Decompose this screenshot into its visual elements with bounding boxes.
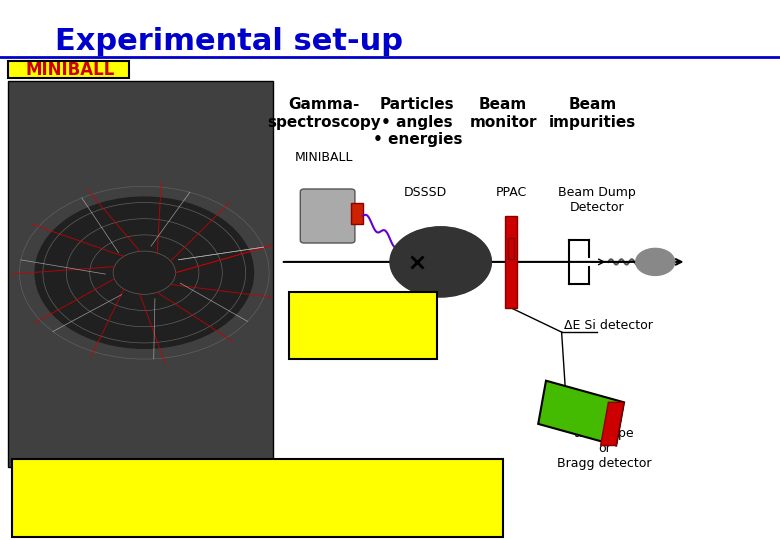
Polygon shape bbox=[601, 402, 624, 446]
FancyBboxPatch shape bbox=[12, 459, 503, 537]
Circle shape bbox=[431, 255, 450, 268]
Text: Beam Dump
Detector: Beam Dump Detector bbox=[558, 186, 636, 214]
Text: • Isobaric beam contaminants: • Isobaric beam contaminants bbox=[31, 509, 257, 522]
Text: DSSSD: DSSSD bbox=[403, 186, 447, 199]
FancyBboxPatch shape bbox=[289, 292, 437, 359]
Text: Beam
monitor: Beam monitor bbox=[470, 97, 537, 130]
Text: • Gamma – particle coincidences: • Gamma – particle coincidences bbox=[31, 490, 275, 503]
Text: MINIBALL: MINIBALL bbox=[26, 60, 115, 79]
Text: ΔE Si detector: ΔE Si detector bbox=[564, 319, 653, 332]
Text: •: • bbox=[31, 471, 44, 484]
Text: Beams from
REX-ISOLDE
@ ≈2.85 MeV/u: Beams from REX-ISOLDE @ ≈2.85 MeV/u bbox=[310, 300, 416, 343]
FancyBboxPatch shape bbox=[505, 216, 517, 308]
FancyBboxPatch shape bbox=[8, 61, 129, 78]
Text: or transfer reactions: or transfer reactions bbox=[285, 471, 445, 484]
Text: Particles
• angles
• energies: Particles • angles • energies bbox=[373, 97, 462, 147]
FancyBboxPatch shape bbox=[8, 81, 273, 467]
FancyBboxPatch shape bbox=[300, 189, 355, 243]
Polygon shape bbox=[538, 381, 624, 446]
Text: “Safe” Coulomb excitation: “Safe” Coulomb excitation bbox=[43, 471, 243, 484]
Text: PPAC: PPAC bbox=[495, 186, 526, 199]
Circle shape bbox=[390, 227, 491, 297]
Text: IC - Si
telescope
or
Bragg detector: IC - Si telescope or Bragg detector bbox=[557, 412, 652, 470]
Text: Gamma-
spectroscopy: Gamma- spectroscopy bbox=[267, 97, 381, 130]
Text: Beam
impurities: Beam impurities bbox=[549, 97, 636, 130]
Circle shape bbox=[636, 248, 675, 275]
Text: MINIBALL: MINIBALL bbox=[295, 151, 353, 164]
FancyBboxPatch shape bbox=[351, 202, 363, 224]
FancyBboxPatch shape bbox=[508, 238, 514, 259]
Circle shape bbox=[35, 197, 254, 348]
Text: Experimental set-up: Experimental set-up bbox=[55, 27, 402, 56]
